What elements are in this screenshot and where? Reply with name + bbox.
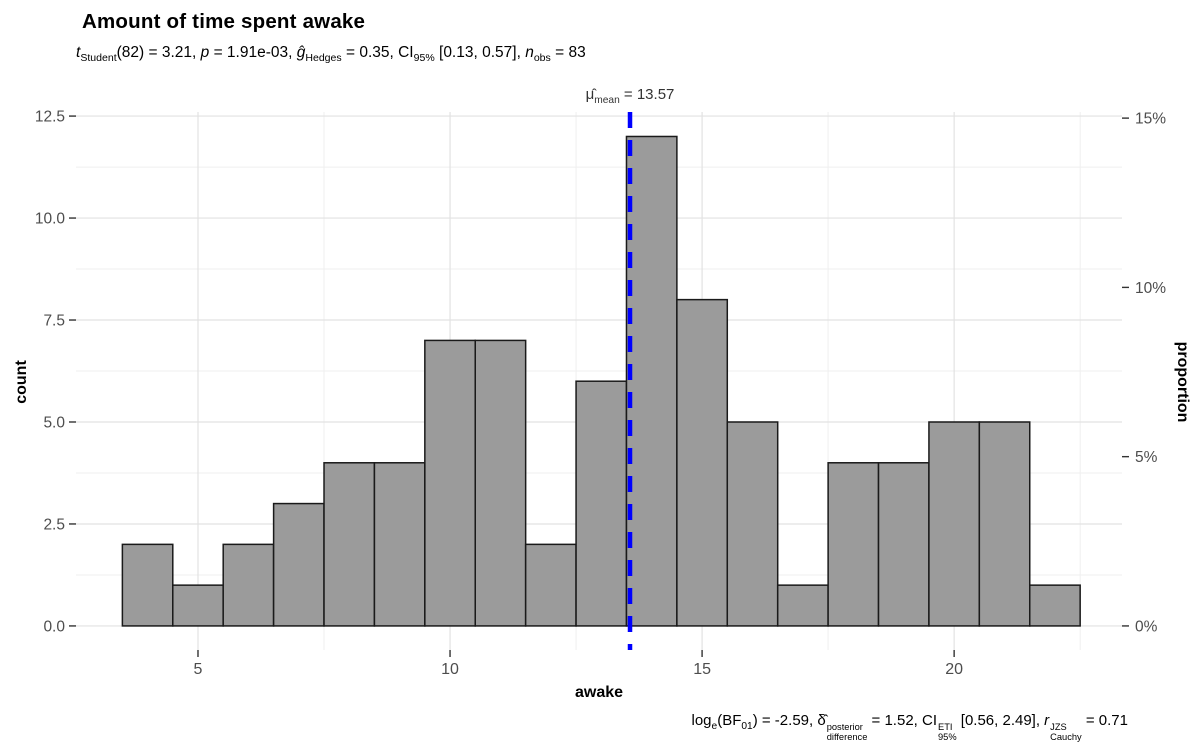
text-segment: p [200,44,210,61]
histogram-bar [121,543,174,627]
text-segment: t [76,44,81,61]
text-segment: = 1.91e-03, [209,44,297,61]
text-segment: [0.13, 0.57], [434,44,526,61]
histogram-bar [676,298,729,627]
right-axis-tick-label: 10% [1135,280,1166,297]
script-text: posterior [826,721,863,732]
left-axis-tick-label: 7.5 [43,313,65,330]
stacked-script: JZS Cauchy [1049,722,1082,742]
text-segment: ĝ [296,44,306,61]
text-segment: δ̂ [817,712,826,729]
histogram-bar [323,462,376,627]
subscript-text: Hedges [305,52,342,64]
text-segment: (BF [717,712,742,729]
x-axis-tick-label: 5 [194,661,203,678]
text-segment: = 83 [550,44,586,61]
text-segment: μ̂ [585,86,595,103]
text-segment: ) = -2.59, [752,712,818,729]
left-y-axis-title: count [13,360,30,404]
right-axis-tick-label: 5% [1135,449,1158,466]
histogram-bar [776,584,829,627]
histogram-bar [625,135,678,627]
subscript-text: 95% [413,52,435,64]
chart-title: Amount of time spent awake [82,10,366,33]
left-axis-tick-label: 12.5 [35,109,65,126]
histogram-bar [877,462,930,627]
text-segment: = 0.35, CI [341,44,414,61]
chart-subtitle-statistics: tStudent(82) = 3.21, p = 1.91e-03, ĝHedg… [76,44,586,64]
chart-caption-bayes: loge(BF01) = -2.59, δ̂ posterior differenc… [692,712,1129,742]
histogram-bar [222,543,275,627]
histogram-bar [827,462,880,627]
x-axis-tick-label: 10 [441,661,459,678]
histogram-bar [272,502,325,627]
text-segment: = 0.71 [1081,712,1128,729]
histogram-bar [474,339,527,627]
script-text: ETI [938,721,953,732]
right-y-axis-title: proportion [1174,341,1191,423]
text-segment: n [525,44,534,61]
text-segment: = 1.52, CI [867,712,937,729]
stacked-script: ETI 95% [937,722,957,742]
script-text: difference [826,731,868,742]
histogram-bar [524,543,577,627]
x-axis-tick-label: 20 [945,661,963,678]
text-segment: log [691,712,712,729]
text-segment: (82) = 3.21, [116,44,201,61]
subscript-text: e [711,720,718,732]
left-axis-tick-label: 2.5 [43,516,65,533]
histogram-bar [726,421,779,627]
histogram-bar [424,339,476,627]
script-text: JZS [1050,721,1067,732]
text-segment: r [1044,712,1050,729]
histogram-bar [172,584,224,627]
histogram-bar [978,421,1031,627]
histogram-bar [928,421,981,627]
subscript-text: Student [80,52,117,64]
subscript-text: mean [594,94,620,106]
script-text: 95% [938,731,957,742]
x-axis-title: awake [574,684,624,701]
left-axis-tick-label: 5.0 [43,414,65,431]
histogram-bar [373,462,426,627]
mean-annotation: μ̂mean = 13.57 [586,86,675,106]
subscript-text: 01 [741,720,753,732]
script-text: Cauchy [1050,731,1082,742]
x-axis-tick-label: 15 [693,661,711,678]
left-axis-tick-label: 10.0 [35,211,66,228]
histogram-bar [575,380,628,627]
subscript-text: obs [533,52,551,64]
text-segment: [0.56, 2.49], [956,712,1045,729]
text-segment: = 13.57 [619,86,675,103]
left-axis-tick-label: 0.0 [43,618,65,635]
right-axis-tick-label: 15% [1135,111,1166,128]
histogram-bar [1029,584,1081,627]
right-axis-tick-label: 0% [1135,618,1158,635]
stacked-script: posterior difference [826,722,868,742]
